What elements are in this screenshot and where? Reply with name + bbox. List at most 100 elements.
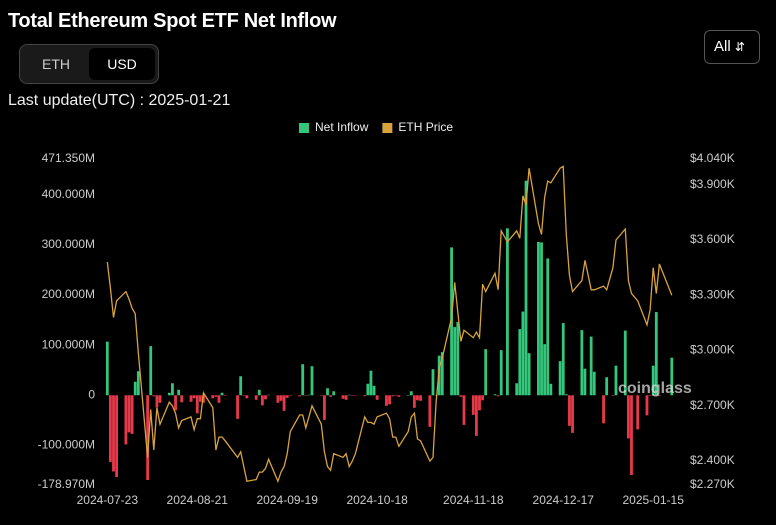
x-tick-label: 2024-12-17 [533, 493, 595, 507]
bar [180, 395, 184, 403]
toggle-usd[interactable]: USD [89, 48, 155, 80]
bar [546, 258, 550, 396]
bar [670, 357, 674, 396]
bar [192, 395, 196, 399]
bar [537, 241, 540, 396]
bar [580, 330, 584, 396]
page-title: Total Ethereum Spot ETF Net Inflow [8, 10, 337, 32]
bar [568, 395, 571, 426]
bar [385, 395, 388, 406]
bar [174, 395, 177, 411]
x-tick-label: 2024-11-18 [443, 493, 504, 507]
bar [391, 395, 395, 397]
y-tick-label: 300.000M [42, 237, 95, 251]
bar [623, 330, 627, 396]
bar [115, 395, 119, 477]
bar [419, 395, 422, 401]
bar [329, 395, 333, 397]
bar [124, 395, 128, 445]
bar [481, 395, 484, 401]
bar [589, 336, 593, 396]
bar [453, 327, 457, 396]
bar [298, 395, 302, 397]
bar [499, 350, 503, 396]
y2-tick-label: $2.270K [690, 477, 735, 491]
x-tick-label: 2025-01-15 [622, 493, 684, 507]
bar [524, 180, 528, 396]
bar [540, 242, 543, 396]
bar [220, 392, 224, 396]
bar [319, 395, 323, 396]
x-tick-label: 2024-07-23 [77, 493, 139, 507]
bar [518, 329, 522, 396]
bar [645, 395, 649, 416]
bar [605, 377, 609, 396]
toggle-eth[interactable]: ETH [42, 56, 70, 72]
bar [127, 395, 131, 433]
bar [571, 395, 574, 433]
x-tick-label: 2024-10-18 [346, 493, 408, 507]
bar [279, 395, 283, 401]
y-tick-label: 471.350M [42, 151, 95, 165]
bar [323, 395, 326, 420]
y2-tick-label: $3.900K [690, 177, 735, 191]
bar [654, 312, 658, 396]
range-select[interactable]: All ⇵ [704, 30, 760, 64]
bar [648, 395, 652, 396]
bar [242, 395, 246, 396]
bar [202, 395, 205, 403]
bar [561, 323, 565, 396]
bar [471, 395, 475, 415]
range-label: All [714, 38, 731, 55]
y-tick-label: 400.000M [42, 187, 95, 201]
bar [149, 346, 153, 396]
last-update: Last update(UTC) : 2025-01-21 [8, 92, 231, 109]
bar [198, 395, 202, 402]
bar [515, 383, 519, 396]
bar [521, 311, 525, 396]
x-tick-label: 2024-09-19 [257, 493, 319, 507]
bar [527, 353, 531, 396]
bar [549, 383, 553, 396]
legend-swatch [382, 123, 393, 133]
bar [347, 394, 351, 396]
watermark: coinglass [618, 380, 692, 397]
bar [583, 368, 587, 396]
bar [264, 395, 267, 400]
bar [282, 395, 286, 411]
bar [344, 395, 348, 400]
bar [326, 388, 329, 396]
y2-tick-label: $4.040K [690, 151, 735, 165]
bar [260, 395, 264, 406]
bar [245, 395, 249, 399]
bar [257, 389, 261, 396]
bar [416, 395, 419, 401]
bar [214, 395, 218, 397]
bar [651, 365, 655, 396]
bar [493, 394, 497, 396]
bar [611, 395, 615, 396]
bar [409, 391, 413, 396]
y-tick-label: 200.000M [42, 287, 95, 301]
bar [130, 395, 134, 434]
y-tick-label: 100.000M [42, 337, 95, 351]
bar [440, 352, 444, 396]
bar [211, 395, 215, 399]
legend-label: Net Inflow [315, 120, 369, 134]
bar [155, 395, 159, 408]
bar [285, 395, 289, 398]
bar [239, 376, 243, 396]
bar [189, 395, 193, 402]
legend-swatch [299, 123, 309, 133]
bar [496, 395, 500, 397]
bar [304, 395, 308, 396]
bar [152, 395, 156, 397]
bar [394, 395, 398, 396]
bar [372, 385, 376, 396]
bar [428, 395, 432, 427]
price-line [106, 165, 673, 484]
bar [105, 341, 109, 396]
bar [158, 395, 162, 403]
